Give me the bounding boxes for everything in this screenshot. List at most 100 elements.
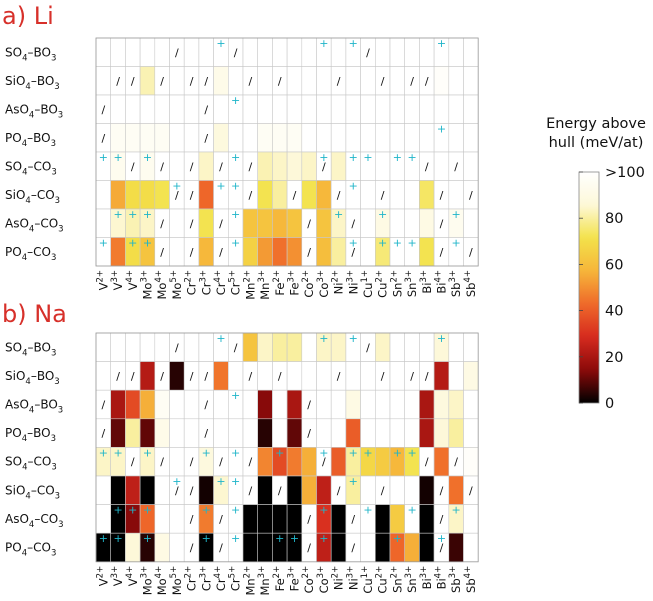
column-label-bi3: Bi3+	[419, 566, 434, 590]
heatmap-cell-aso4-bo3-cr4	[213, 94, 229, 124]
cell-plus-mark: +	[143, 532, 152, 545]
heatmap-cell-po4-co3-sb4	[463, 532, 479, 563]
heatmap-cell-so4-co3-co2	[301, 151, 317, 181]
heatmap-cell-so4-bo3-sn2	[389, 332, 405, 362]
panel-label: a) Li	[2, 2, 54, 30]
cell-slash-mark: /	[116, 75, 120, 88]
heatmap-cell-po4-co3-sb3	[448, 532, 464, 563]
heatmap-cell-so4-bo3-fe2	[272, 332, 288, 362]
cell-plus-mark: +	[363, 151, 372, 164]
cell-slash-mark: /	[278, 75, 282, 88]
cell-plus-mark: +	[172, 180, 181, 193]
cell-slash-mark: /	[204, 103, 208, 116]
heatmap-cell-sio4-bo3-sb3	[448, 361, 464, 391]
heatmap-cell-so4-bo3-mn2	[242, 332, 258, 362]
heatmap-cell-po4-co3-cu1	[360, 532, 376, 563]
column-label-v4: V4+	[125, 270, 140, 290]
column-label-cu2: Cu2+	[375, 566, 390, 594]
cell-plus-mark: +	[319, 504, 328, 517]
heatmap-cell-so4-bo3-ni2	[330, 332, 347, 362]
colorbar-gradient	[578, 171, 600, 404]
heatmap-cell-so4-bo3-cr2	[183, 332, 200, 362]
heatmap-cell-po4-bo3-mn2	[242, 418, 258, 448]
heatmap-cell-so4-co3-sb4	[463, 151, 479, 181]
column-label-mo5: Mo5+	[169, 270, 184, 300]
cell-slash-mark: /	[219, 513, 223, 526]
heatmap-cell-po4-bo3-sb3	[448, 123, 464, 153]
cell-slash-mark: /	[160, 370, 164, 383]
heatmap-cell-aso4-bo3-v3	[110, 94, 126, 124]
heatmap-cell-so4-bo3-mo4	[154, 37, 170, 67]
heatmap-cell-sio4-bo3-sb4	[463, 361, 479, 391]
heatmap-cell-aso4-co3-mo5	[169, 208, 185, 238]
cell-plus-mark: +	[113, 151, 122, 164]
column-label-bi4: Bi4+	[433, 566, 448, 590]
row-label-sio4-co3: SiO4–CO3	[5, 188, 60, 206]
cell-slash-mark: /	[190, 370, 194, 383]
cell-slash-mark: /	[101, 103, 105, 116]
heatmap-cell-sio4-co3-bi3	[419, 180, 435, 210]
heatmap-cell-sio4-co3-cu1	[360, 180, 376, 210]
column-label-mo5: Mo5+	[169, 566, 184, 596]
cell-slash-mark: /	[190, 542, 194, 555]
cell-slash-mark: /	[440, 484, 444, 497]
heatmap-cell-aso4-bo3-v4	[125, 94, 141, 124]
heatmap-cell-aso4-co3-mn2	[242, 208, 258, 238]
cell-plus-mark: +	[128, 208, 137, 221]
column-label-fe2: Fe2+	[272, 270, 287, 296]
heatmap-cell-sio4-bo3-bi4	[433, 361, 450, 391]
heatmap-cell-sio4-co3-mo3	[139, 475, 156, 505]
heatmap-cell-po4-co3-mn3	[257, 237, 273, 267]
row-label-po4-bo3: PO4–BO3	[5, 426, 56, 444]
heatmap-cell-sio4-bo3-fe3	[286, 361, 303, 391]
heatmap-cell-aso4-bo3-bi4	[433, 94, 450, 124]
heatmap-cell-sio4-co3-v2	[95, 180, 111, 210]
cell-slash-mark: /	[307, 513, 311, 526]
heatmap-cell-aso4-bo3-sn2	[389, 94, 405, 124]
heatmap-cell-aso4-bo3-bi3	[419, 389, 435, 420]
colorbar-tick-label: >100	[605, 165, 645, 181]
cell-slash-mark: /	[337, 484, 341, 497]
heatmap-cell-so4-bo3-mo3	[139, 332, 156, 362]
heatmap-cell-sio4-co3-co3	[316, 180, 332, 210]
heatmap-cell-so4-bo3-v2	[95, 37, 111, 67]
heatmap-cell-aso4-co3-mn2	[242, 504, 258, 534]
cell-plus-mark: +	[319, 151, 328, 164]
column-label-mn3: Mn3+	[257, 566, 272, 596]
heatmap-cell-so4-co3-cu2	[374, 447, 391, 477]
cell-slash-mark: /	[190, 160, 194, 173]
cell-plus-mark: +	[407, 446, 416, 459]
heatmap-cell-sio4-co3-fe3	[286, 475, 303, 505]
cell-plus-mark: +	[143, 446, 152, 459]
cell-plus-mark: +	[231, 389, 240, 402]
cell-slash-mark: /	[175, 341, 179, 354]
cell-slash-mark: /	[337, 370, 341, 383]
cell-slash-mark: /	[190, 189, 194, 202]
cell-slash-mark: /	[469, 484, 473, 497]
column-label-bi3: Bi3+	[419, 270, 434, 294]
heatmap-cell-so4-bo3-co2	[301, 332, 317, 362]
cell-slash-mark: /	[160, 160, 164, 173]
heatmap-cell-so4-co3-cu2	[374, 151, 391, 181]
heatmap-cell-po4-bo3-mo4	[154, 418, 170, 448]
cell-plus-mark: +	[437, 532, 446, 545]
heatmap-cell-sio4-co3-mo3	[139, 180, 156, 210]
heatmap-cell-so4-bo3-fe2	[272, 37, 288, 67]
heatmap-cell-aso4-bo3-mo4	[154, 94, 170, 124]
heatmap-cell-po4-bo3-mo4	[154, 123, 170, 153]
heatmap-cell-so4-bo3-v2	[95, 332, 111, 362]
heatmap-cell-po4-co3-cu1	[360, 237, 376, 267]
cell-plus-mark: +	[437, 123, 446, 136]
cell-slash-mark: /	[131, 370, 135, 383]
colorbar-tick-label: 0	[605, 396, 614, 412]
column-label-mo3: Mo3+	[139, 566, 154, 596]
cell-slash-mark: /	[160, 246, 164, 259]
cell-slash-mark: /	[219, 246, 223, 259]
heatmap-cell-po4-co3-fe2	[272, 237, 288, 267]
column-label-cr2: Cr2+	[184, 270, 199, 295]
cell-plus-mark: +	[378, 237, 387, 250]
cell-plus-mark: +	[172, 475, 181, 488]
heatmap-cell-so4-co3-co2	[301, 447, 317, 477]
cell-plus-mark: +	[216, 180, 225, 193]
colorbar-tick-label: 40	[605, 304, 623, 320]
